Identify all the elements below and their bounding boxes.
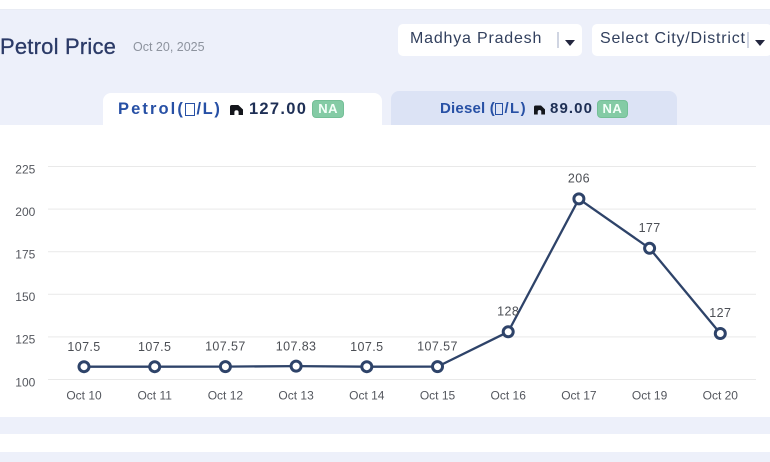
svg-text:107.83: 107.83 <box>276 339 317 353</box>
svg-text:Oct 12: Oct 12 <box>208 389 244 403</box>
svg-text:206: 206 <box>568 172 590 186</box>
svg-text:Oct 14: Oct 14 <box>349 389 385 403</box>
svg-text:Oct 15: Oct 15 <box>420 389 456 403</box>
svg-text:Oct 11: Oct 11 <box>137 389 172 403</box>
svg-text:Oct 13: Oct 13 <box>278 389 314 403</box>
svg-text:107.57: 107.57 <box>205 340 246 354</box>
svg-text:107.5: 107.5 <box>67 340 100 354</box>
svg-text:150: 150 <box>15 290 35 304</box>
svg-text:107.57: 107.57 <box>417 340 458 354</box>
svg-text:177: 177 <box>639 221 661 235</box>
svg-text:Oct 20: Oct 20 <box>703 389 739 403</box>
svg-text:107.5: 107.5 <box>350 340 383 354</box>
svg-text:100: 100 <box>15 375 35 389</box>
svg-text:Oct 16: Oct 16 <box>491 389 527 403</box>
svg-text:Oct 17: Oct 17 <box>561 389 597 403</box>
svg-text:128: 128 <box>497 305 519 319</box>
svg-text:107.5: 107.5 <box>138 340 171 354</box>
svg-text:Oct 10: Oct 10 <box>66 389 102 403</box>
svg-text:200: 200 <box>15 205 35 219</box>
svg-text:225: 225 <box>15 162 35 176</box>
svg-text:175: 175 <box>15 248 35 262</box>
svg-text:127: 127 <box>709 306 731 320</box>
svg-text:Oct 19: Oct 19 <box>632 389 668 403</box>
svg-text:125: 125 <box>15 333 35 347</box>
